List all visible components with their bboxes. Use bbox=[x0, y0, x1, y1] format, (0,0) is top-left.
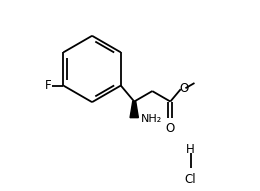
Polygon shape bbox=[130, 102, 138, 118]
Text: Cl: Cl bbox=[185, 173, 197, 186]
Text: F: F bbox=[44, 79, 51, 92]
Text: O: O bbox=[166, 122, 175, 135]
Text: H: H bbox=[186, 143, 195, 156]
Text: O: O bbox=[179, 82, 189, 95]
Text: NH₂: NH₂ bbox=[141, 114, 162, 124]
